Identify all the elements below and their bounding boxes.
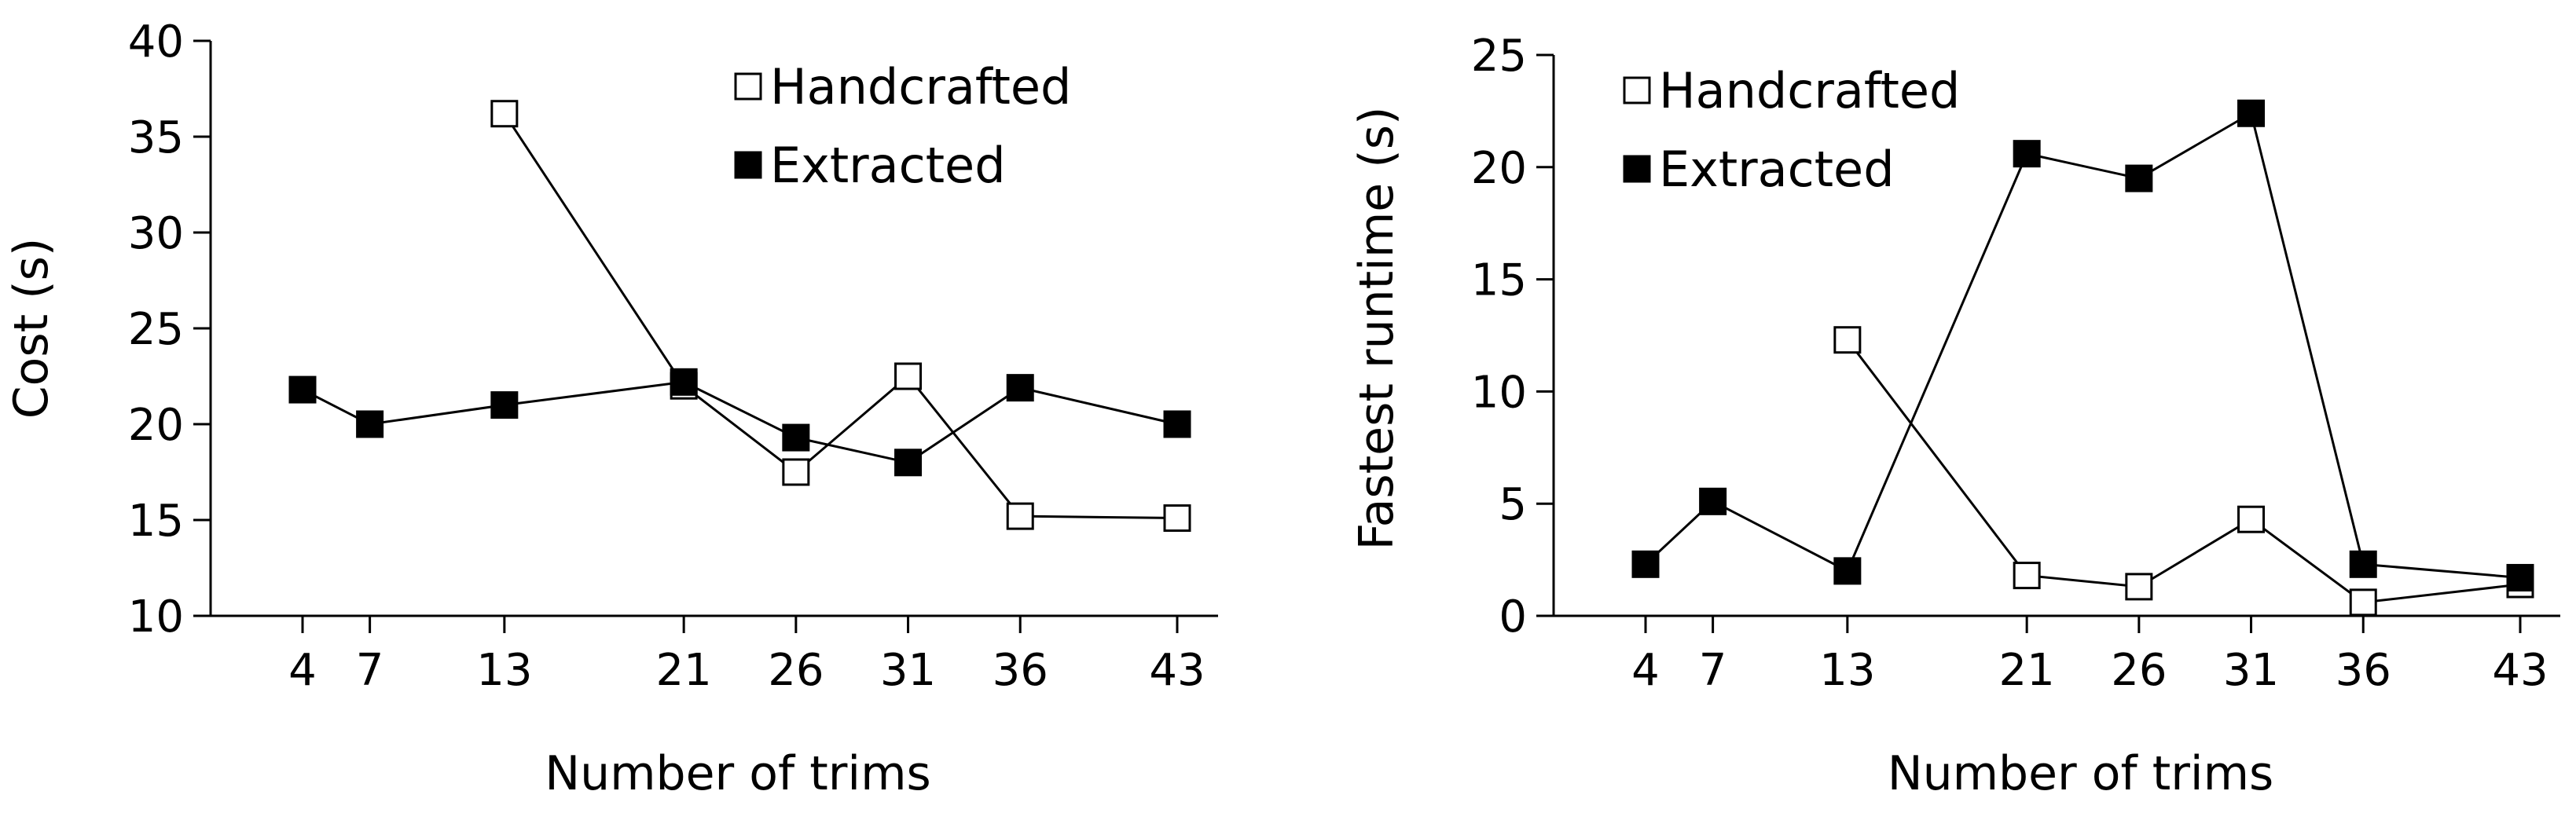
series-line-extracted: [302, 380, 1178, 464]
legend-marker-extracted: [734, 151, 762, 179]
x-tick-label: 43: [2492, 645, 2548, 696]
data-point-extracted: [670, 368, 698, 396]
x-tick-label: 4: [1631, 645, 1660, 696]
cost-chart: 10 15 20 25 30 35 40 4 7 13 21 26 31 36 43 Number of tr…: [4, 16, 1218, 801]
y-tick-label: 30: [128, 208, 184, 259]
legend-label-extracted: Extracted: [1659, 141, 1895, 198]
data-point-extracted: [2349, 550, 2377, 578]
data-point-handcrafted: [2013, 562, 2041, 590]
y-tick-label: 25: [128, 304, 184, 355]
y-tick-label: 35: [128, 112, 184, 163]
x-tick-label: 26: [768, 645, 824, 696]
legend-marker-handcrafted: [1623, 76, 1651, 104]
x-tick-label: 31: [880, 645, 936, 696]
x-tick-label: 7: [1699, 645, 1727, 696]
data-point-extracted: [1631, 550, 1660, 578]
data-point-extracted: [1163, 410, 1191, 438]
y-tick-label: 25: [1471, 31, 1527, 82]
data-point-extracted: [288, 375, 317, 404]
data-point-handcrafted: [1163, 504, 1191, 533]
y-axis-label: Fastest runtime (s): [1349, 107, 1404, 551]
data-point-extracted: [490, 391, 519, 419]
series-line-extracted: [1644, 111, 2521, 579]
data-point-extracted: [782, 423, 810, 452]
legend-label-extracted: Extracted: [770, 137, 1006, 194]
y-tick-label: 15: [1471, 255, 1527, 306]
x-tick-label: 36: [993, 645, 1048, 696]
legend-marker-handcrafted: [734, 72, 762, 101]
y-tick-label: 10: [1471, 367, 1527, 418]
series-line-handcrafted: [1846, 339, 2521, 604]
data-point-extracted: [2237, 99, 2266, 127]
data-point-extracted: [2125, 164, 2153, 192]
y-tick-label: 15: [128, 496, 184, 547]
legend-label-handcrafted: Handcrafted: [770, 58, 1071, 115]
y-tick-label: 10: [128, 591, 184, 643]
x-axis-label: Number of trims: [545, 746, 931, 801]
y-tick-label: 5: [1499, 479, 1527, 530]
data-point-extracted: [1699, 487, 1727, 515]
y-tick-label: 40: [128, 16, 184, 68]
y-tick-label: 20: [128, 400, 184, 451]
legend-marker-extracted: [1623, 155, 1651, 183]
x-tick-label: 13: [1819, 645, 1875, 696]
data-point-extracted: [356, 410, 384, 438]
x-tick-label: 31: [2223, 645, 2279, 696]
x-tick-label: 21: [656, 645, 712, 696]
data-point-extracted: [894, 449, 923, 477]
x-tick-label: 26: [2111, 645, 2167, 696]
legend-label-handcrafted: Handcrafted: [1659, 62, 1960, 119]
y-tick-label: 0: [1499, 591, 1527, 643]
data-point-handcrafted: [1833, 326, 1862, 354]
x-tick-label: 4: [288, 645, 317, 696]
series-line-handcrafted: [503, 112, 1178, 520]
data-point-handcrafted: [2237, 505, 2266, 533]
data-point-extracted: [1006, 374, 1034, 402]
x-axis-label: Number of trims: [1888, 746, 2274, 801]
x-tick-label: 7: [356, 645, 384, 696]
data-point-handcrafted: [2349, 588, 2377, 617]
data-point-extracted: [2506, 563, 2534, 591]
data-point-extracted: [1833, 557, 1862, 585]
data-point-handcrafted: [894, 362, 923, 390]
data-point-handcrafted: [490, 100, 519, 128]
y-axis-label: Cost (s): [4, 238, 59, 419]
data-point-handcrafted: [782, 458, 810, 486]
data-point-extracted: [2013, 140, 2041, 168]
x-tick-label: 21: [1999, 645, 2055, 696]
x-tick-label: 36: [2336, 645, 2391, 696]
data-point-handcrafted: [2125, 573, 2153, 601]
x-tick-label: 43: [1149, 645, 1205, 696]
y-tick-label: 20: [1471, 143, 1527, 194]
data-point-handcrafted: [1006, 502, 1034, 530]
x-tick-label: 13: [476, 645, 532, 696]
runtime-chart: 0 5 10 15 20 25 4 7 13 21 26 31 36 43 Number of trims F…: [1349, 31, 2560, 801]
